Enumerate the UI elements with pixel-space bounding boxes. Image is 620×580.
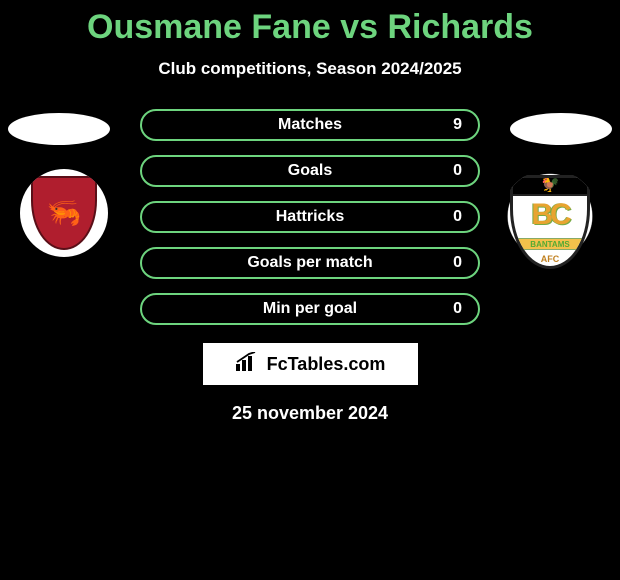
stat-value: 0 <box>453 300 462 318</box>
stat-label: Hattricks <box>276 208 344 226</box>
stat-bar: Goals 0 <box>140 155 480 187</box>
crest-letters: BC <box>513 198 587 232</box>
brand-text: FcTables.com <box>267 354 386 375</box>
stat-bar: Min per goal 0 <box>140 293 480 325</box>
rooster-icon: 🐓 <box>540 175 560 194</box>
comparison-panel: 🦐 🐓 BC BANTAMS AFC Matches9Goals0Hattric… <box>0 109 620 424</box>
stat-bar: Matches 9 <box>140 109 480 141</box>
subtitle: Club competitions, Season 2024/2025 <box>0 59 620 79</box>
team-crest-right: 🐓 BC BANTAMS AFC <box>500 169 600 274</box>
date-label: 25 november 2024 <box>0 403 620 424</box>
stat-value: 0 <box>453 254 462 272</box>
crest-afc: AFC <box>513 254 587 264</box>
stat-bar: Hattricks 0 <box>140 201 480 233</box>
stat-bar: Goals per match 0 <box>140 247 480 279</box>
brand-box: FcTables.com <box>203 343 418 385</box>
player-photo-right <box>510 113 612 145</box>
stat-label: Matches <box>278 116 342 134</box>
team-crest-left: 🦐 <box>20 169 108 257</box>
crest-band: BANTAMS <box>513 238 587 250</box>
stat-value: 0 <box>453 162 462 180</box>
stat-value: 9 <box>453 116 462 134</box>
stat-label: Goals per match <box>247 254 372 272</box>
player-photo-left <box>8 113 110 145</box>
page-title: Ousmane Fane vs Richards <box>0 0 620 47</box>
stat-bars: Matches 9 Goals 0 Hattricks 0 Goals per match 0… <box>140 109 480 325</box>
stat-value: 0 <box>453 208 462 226</box>
shield-icon: 🦐 <box>31 176 97 250</box>
badge-icon: 🐓 BC BANTAMS AFC <box>510 175 590 269</box>
shrimp-icon: 🦐 <box>47 199 82 227</box>
stat-label: Min per goal <box>263 300 357 318</box>
stat-label: Goals <box>288 162 332 180</box>
chart-icon <box>235 352 261 377</box>
